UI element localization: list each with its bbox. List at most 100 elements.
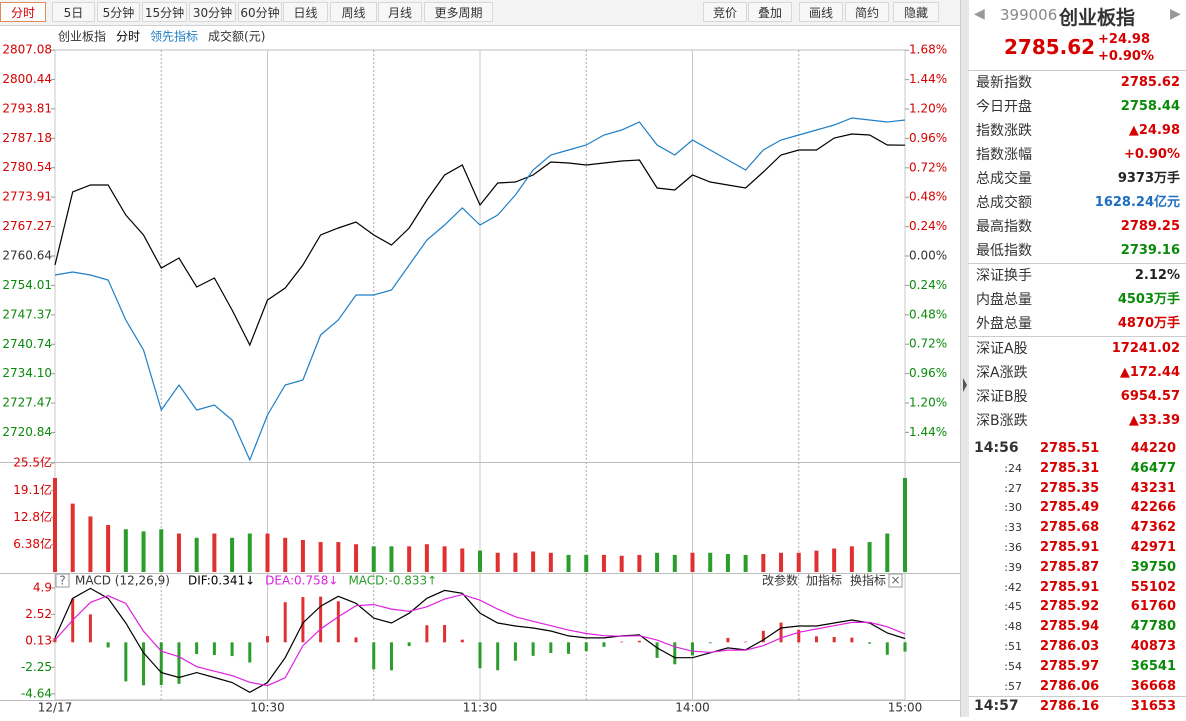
bar: [53, 477, 57, 572]
macd-bar: [885, 642, 889, 655]
macd-bar: [212, 642, 216, 655]
y-tick-label: 2734.10: [2, 366, 52, 380]
y-tick-label: 4.9: [33, 580, 52, 594]
period-button[interactable]: 15分钟: [142, 2, 187, 22]
stats-value: 2.12%: [1134, 268, 1180, 283]
bar: [407, 546, 412, 572]
tick-time: :33: [1004, 521, 1022, 535]
bar: [690, 552, 695, 572]
bar: [495, 552, 500, 572]
tick-volume: 39750: [1130, 559, 1176, 575]
legend-entry: 分时: [116, 30, 140, 44]
tick-row: :48 2785.94 47780: [968, 617, 1186, 637]
y-tick-label: 2720.84: [2, 425, 52, 439]
tick-time: 14:57: [974, 698, 1019, 715]
x-tick-label: 15:00: [888, 701, 923, 715]
tick-time: :45: [1004, 600, 1022, 614]
stats-value: 2785.62: [1120, 75, 1180, 90]
stats-value: 2789.25: [1120, 219, 1180, 234]
macd-bar: [372, 642, 376, 670]
bar: [389, 546, 394, 572]
period-button[interactable]: 月线: [378, 2, 422, 22]
quote-panel: ◀ 399006 创业板指 ▶ 2785.62 +24.98 +0.90% 最新…: [968, 0, 1186, 717]
stats-group: 深证换手 2.12% 内盘总量 4503万手 外盘总量 4870万手: [968, 263, 1186, 336]
period-button[interactable]: 日线: [283, 2, 328, 22]
macd-bar: [708, 642, 712, 644]
bar: [743, 554, 748, 572]
bar: [247, 533, 252, 572]
y-tick-label: 2787.18: [2, 131, 52, 145]
x-tick-label: 11:30: [463, 701, 498, 715]
tick-time: :42: [1004, 580, 1022, 594]
y2-tick-label: 0.72%: [909, 337, 947, 351]
tick-volume: 42971: [1130, 539, 1176, 555]
macd-bar: [106, 642, 110, 648]
toolbar: 分时 5日 5分钟 15分钟 30分钟 60分钟 日线 周线 月线 更多周期 竞价 叠加 画线 简约 隐藏: [0, 0, 960, 26]
macd-bar: [496, 642, 500, 671]
stats-value: 9373万手: [1117, 171, 1180, 186]
period-button[interactable]: 5日: [52, 2, 95, 22]
macd-bar: [319, 596, 323, 643]
indicator-legend: MACD:-0.833↑: [348, 574, 437, 588]
y-tick-label: 2767.27: [2, 219, 52, 233]
indicator-legend: DIF:0.341↓: [188, 574, 255, 588]
macd-bar: [602, 642, 606, 647]
stats-label: 深证换手: [976, 268, 1032, 284]
tick-price: 2785.94: [1040, 619, 1100, 635]
tool-button[interactable]: 简约: [845, 2, 889, 22]
macd-bar: [584, 642, 588, 652]
bar: [159, 529, 164, 572]
macd-bar: [620, 641, 624, 643]
bar: [655, 552, 660, 572]
macd-bar: [230, 642, 234, 657]
period-button[interactable]: 分时: [0, 2, 46, 22]
tick-row: :24 2785.31 46477: [968, 459, 1186, 479]
indicator-button[interactable]: 换指标: [850, 573, 886, 588]
period-button[interactable]: 5分钟: [97, 2, 140, 22]
bar: [141, 531, 146, 572]
tool-button[interactable]: 叠加: [748, 2, 792, 22]
period-button[interactable]: 30分钟: [189, 2, 236, 22]
tick-volume: 40873: [1130, 638, 1176, 654]
macd-bar: [53, 637, 57, 643]
tool-button[interactable]: 隐藏: [893, 2, 939, 22]
chart: ? × 12/17 10:30 11:30 14:00 15:00 2807.08 2800…: [0, 29, 960, 715]
y-tick-label: 0.13: [25, 633, 52, 647]
y2-tick-label: 1.20%: [909, 395, 947, 409]
y2-tick-label: 1.20%: [909, 102, 947, 116]
bar: [601, 554, 606, 572]
tick-price: 2785.91: [1040, 539, 1100, 555]
y-tick-label: 2780.54: [2, 160, 52, 174]
close-icon[interactable]: [888, 573, 903, 588]
bar: [548, 552, 553, 572]
bar: [779, 552, 784, 572]
stats-label: 最新指数: [976, 75, 1032, 91]
tool-button[interactable]: 竞价: [703, 2, 747, 22]
y-tick-label: 6.38亿: [13, 536, 52, 551]
change: +24.98: [1098, 32, 1151, 47]
tick-time: :24: [1004, 461, 1022, 475]
y2-tick-label: 0.48%: [909, 307, 947, 321]
tick-list: 14:56 2785.51 44220:24 2785.31 46477:27 2785.…: [968, 439, 1186, 717]
period-button[interactable]: 周线: [330, 2, 377, 22]
tick-row: :27 2785.35 43231: [968, 479, 1186, 499]
y2-tick-label: 0.96%: [909, 131, 947, 145]
indicator-button[interactable]: 加指标: [806, 573, 842, 588]
period-button[interactable]: 60分钟: [238, 2, 282, 22]
macd-bar: [478, 642, 482, 669]
next-arrow[interactable]: ▶: [1170, 6, 1181, 22]
x-tick-label: 10:30: [250, 701, 285, 715]
bar: [88, 516, 93, 572]
period-button[interactable]: 更多周期: [424, 2, 493, 22]
help-icon[interactable]: [55, 573, 70, 588]
change-pct: +0.90%: [1098, 49, 1154, 64]
tool-button[interactable]: 画线: [799, 2, 843, 22]
bar: [708, 552, 713, 572]
tick-row: :42 2785.91 55102: [968, 578, 1186, 598]
prev-arrow[interactable]: ◀: [974, 6, 985, 22]
collapse-bar[interactable]: [960, 0, 969, 717]
indicator-button[interactable]: 改参数: [762, 573, 798, 588]
bar: [212, 533, 217, 572]
tick-volume: 46477: [1130, 460, 1176, 476]
